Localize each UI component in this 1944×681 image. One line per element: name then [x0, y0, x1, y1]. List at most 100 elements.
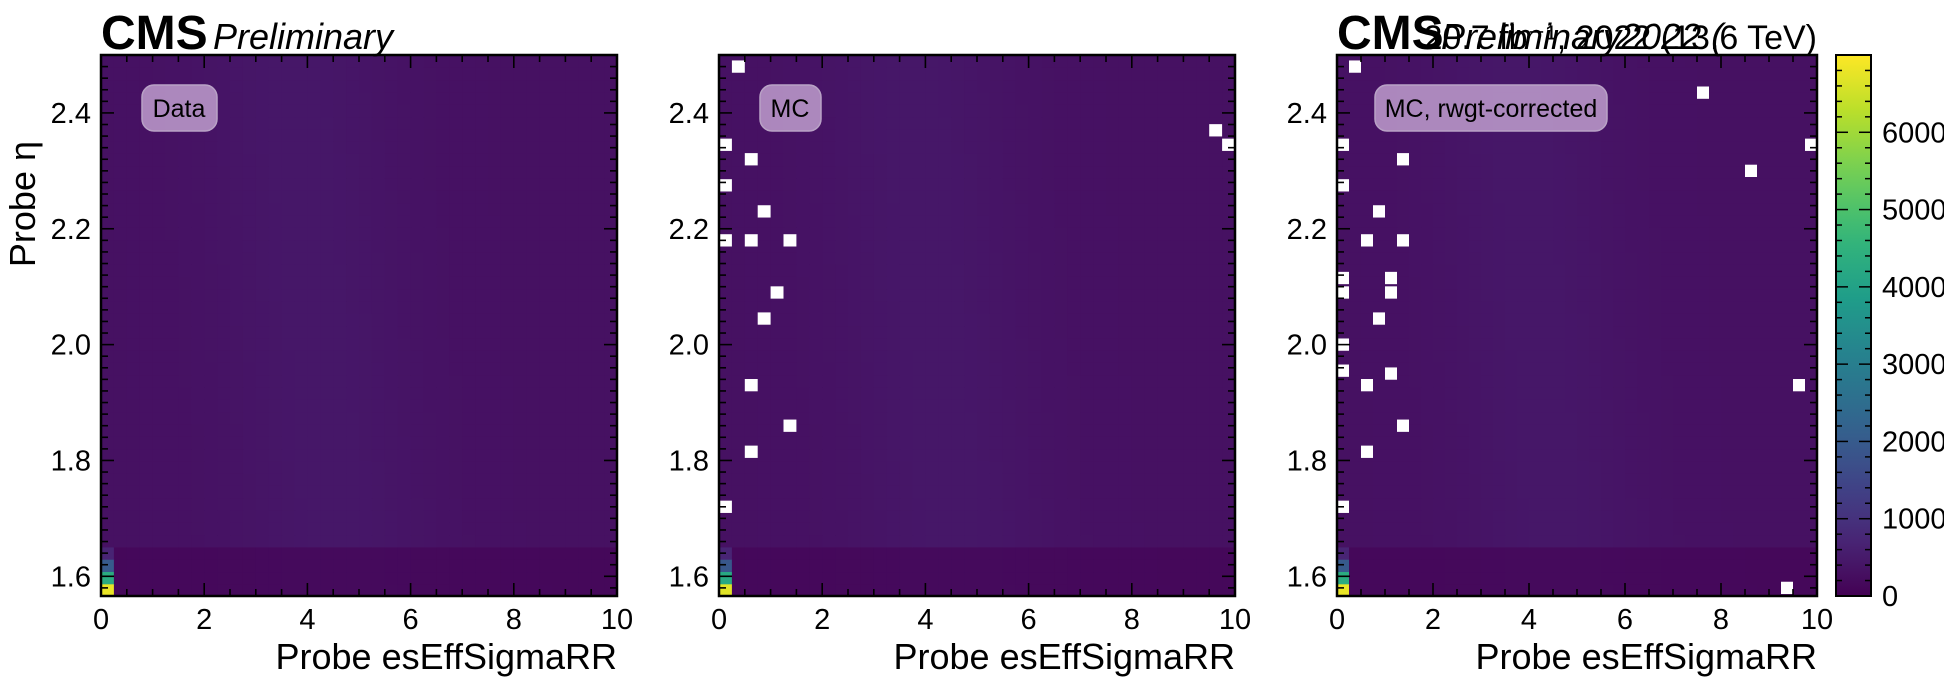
heatmap-cell: [165, 214, 179, 228]
heatmap-cell: [1505, 559, 1518, 573]
heatmap-cell: [371, 325, 386, 339]
heatmap-cell: [796, 214, 810, 228]
heatmap-cell: [423, 473, 437, 486]
heatmap-cell: [796, 165, 810, 179]
heatmap-cell: [964, 79, 978, 93]
heatmap-cell: [951, 190, 965, 204]
heatmap-cell: [488, 448, 502, 462]
heatmap-cell: [500, 583, 515, 597]
heatmap-cell: [217, 300, 231, 314]
heatmap-cell: [1601, 350, 1614, 363]
heatmap-cell: [783, 153, 797, 167]
heatmap-cell: [281, 583, 296, 597]
heatmap-cell: [1649, 288, 1662, 302]
heatmap-cell: [873, 497, 888, 511]
heatmap-cell: [873, 55, 888, 68]
heatmap-cell: [1054, 411, 1068, 425]
heatmap-cell: [1106, 55, 1120, 68]
heatmap-cell: [139, 362, 154, 376]
heatmap-cell: [977, 104, 991, 118]
heatmap-cell: [1093, 227, 1107, 241]
heatmap-cell: [1517, 473, 1530, 486]
heatmap-cell: [539, 559, 554, 573]
heatmap-cell: [822, 202, 836, 216]
heatmap-cell: [126, 583, 141, 597]
y-tick-label: 2.4: [51, 98, 91, 130]
heatmap-cell: [757, 177, 772, 191]
heatmap-cell: [1397, 276, 1410, 290]
heatmap-cell: [1106, 104, 1120, 118]
heatmap-cell: [526, 116, 541, 130]
heatmap-cell: [1697, 276, 1710, 290]
y-tick-label: 2.0: [669, 330, 709, 362]
heatmap-cell: [899, 264, 914, 277]
heatmap-cell: [255, 362, 270, 376]
heatmap-cell: [397, 91, 412, 105]
heatmap-cell: [513, 546, 528, 560]
heatmap-cell: [809, 214, 823, 228]
heatmap-cell: [1361, 350, 1374, 363]
heatmap-cell: [1469, 362, 1482, 376]
heatmap-cell: [475, 460, 489, 474]
heatmap-cell: [770, 264, 785, 277]
heatmap-cell: [1106, 190, 1120, 204]
heatmap-cell: [113, 128, 128, 142]
heatmap-cell: [1637, 276, 1650, 290]
heatmap-cell: [1041, 448, 1055, 462]
heatmap-cell: [783, 177, 797, 191]
heatmap-cell: [475, 177, 489, 191]
heatmap-cell: [346, 128, 360, 142]
heatmap-cell: [1685, 374, 1698, 388]
heatmap-cell: [578, 448, 592, 462]
heatmap-cell: [449, 460, 463, 474]
heatmap-cell: [1349, 522, 1362, 536]
heatmap-cell: [1349, 264, 1362, 277]
heatmap-cell: [1793, 276, 1806, 290]
heatmap-cell: [423, 374, 437, 388]
heatmap-cell: [604, 313, 618, 327]
heatmap-cell: [333, 509, 347, 523]
heatmap-cell: [1457, 411, 1470, 425]
heatmap-cell: [101, 460, 115, 474]
heatmap-cell: [217, 534, 231, 548]
heatmap-cell: [1745, 325, 1758, 339]
heatmap-cell: [1209, 239, 1223, 253]
heatmap-cell: [1080, 473, 1094, 486]
heatmap-cell: [1721, 386, 1734, 400]
heatmap-cell: [744, 485, 759, 499]
heatmap-cell: [449, 411, 463, 425]
heatmap-cell: [513, 522, 528, 536]
heatmap-cell: [591, 313, 605, 327]
heatmap-cell: [899, 350, 914, 363]
heatmap-cell: [1157, 190, 1172, 204]
heatmap-cell: [964, 55, 978, 68]
heatmap-cell: [848, 91, 862, 105]
heatmap-cell: [860, 522, 875, 536]
heatmap-cell: [835, 190, 849, 204]
heatmap-cell: [268, 165, 283, 179]
heatmap-cell: [397, 350, 412, 363]
heatmap-cell: [1493, 386, 1506, 400]
heatmap-cell: [719, 165, 733, 179]
heatmap-cell: [1385, 337, 1398, 351]
heatmap-cell: [475, 473, 489, 486]
heatmap-cell: [886, 313, 901, 327]
empty-bin: [719, 138, 732, 151]
heatmap-cell: [951, 264, 965, 277]
heatmap-cell: [1733, 534, 1746, 548]
heatmap-cell: [565, 583, 579, 597]
heatmap-cell: [1793, 448, 1806, 462]
heatmap-cell: [281, 386, 296, 400]
heatmap-cell: [1697, 571, 1710, 585]
heatmap-cell: [101, 79, 115, 93]
heatmap-cell: [423, 399, 437, 413]
heatmap-cell: [320, 79, 334, 93]
heatmap-cell: [1106, 485, 1120, 499]
heatmap-cell: [436, 153, 450, 167]
heatmap-cell: [744, 91, 759, 105]
heatmap-cell: [757, 153, 772, 167]
heatmap-cell: [539, 423, 554, 437]
heatmap-cell: [281, 128, 296, 142]
heatmap-cell: [1170, 546, 1184, 560]
heatmap-cell: [230, 227, 244, 241]
